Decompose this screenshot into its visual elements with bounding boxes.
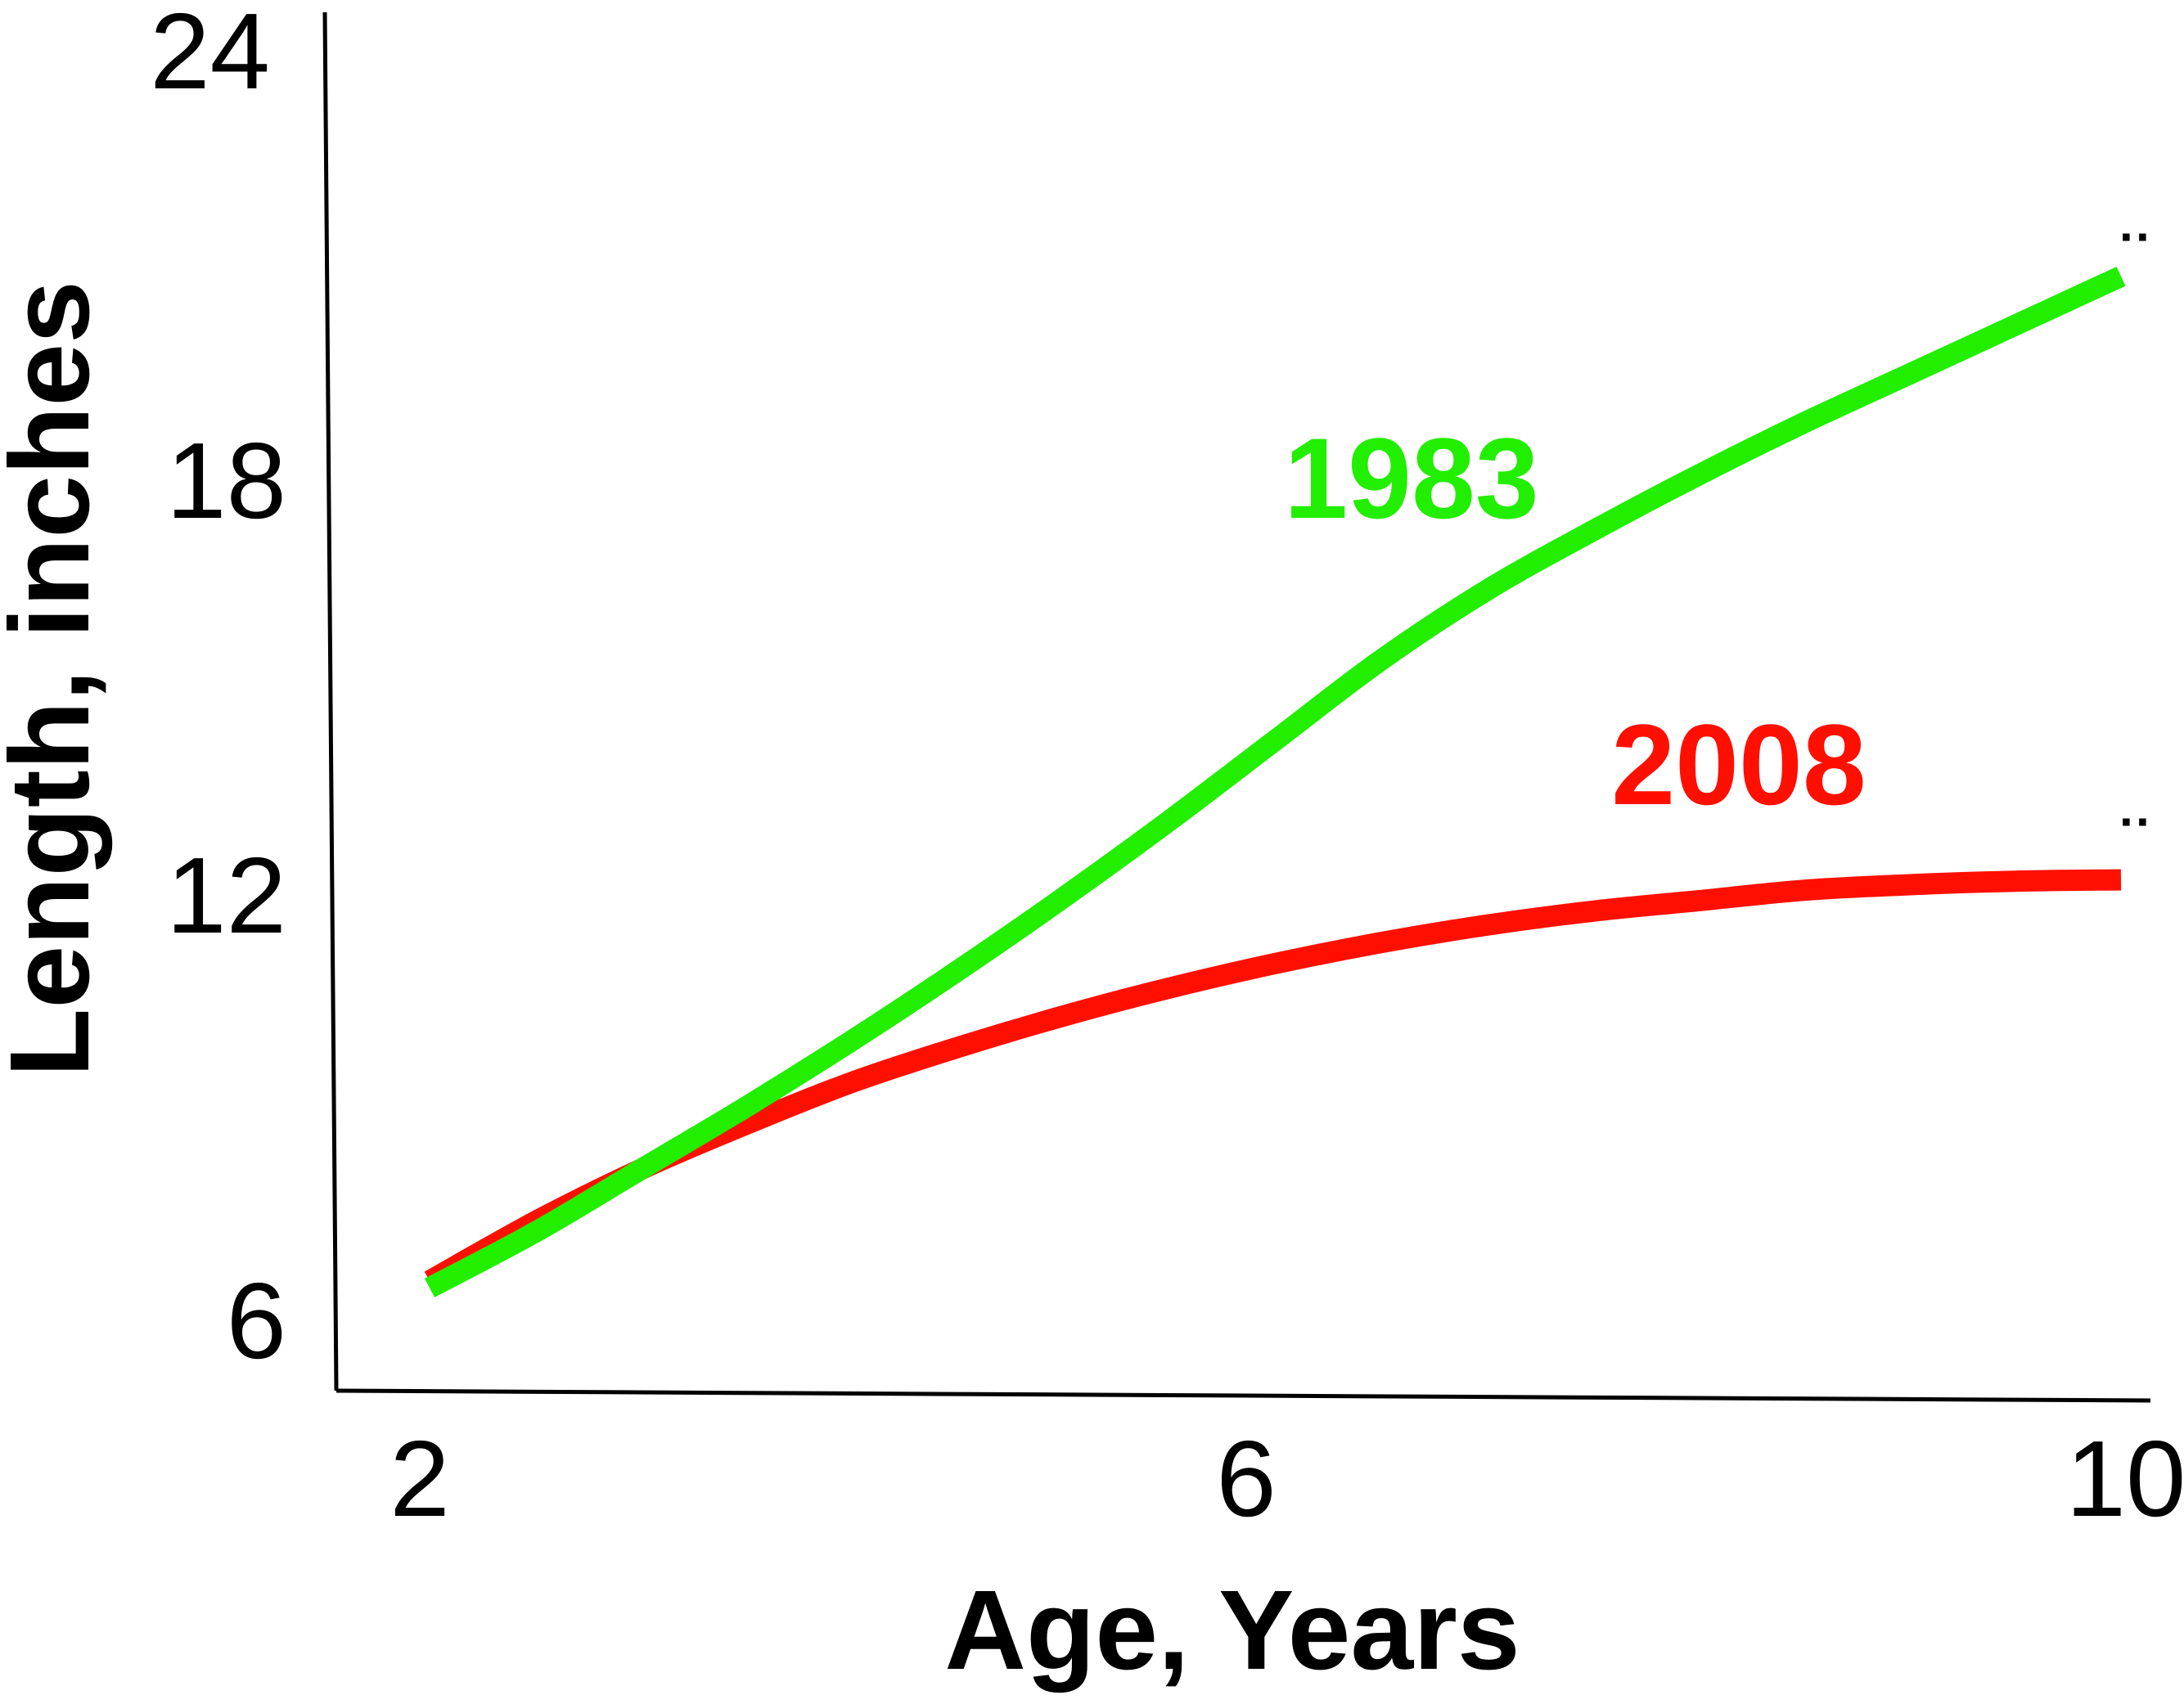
series-line-1983 bbox=[424, 267, 2126, 1297]
x-axis-line bbox=[335, 1388, 2151, 1403]
y-tick-label-12: 12 bbox=[166, 835, 286, 955]
end-mark-1983: ·· bbox=[2119, 209, 2152, 264]
series-label-2008: 2008 bbox=[1611, 700, 1866, 829]
y-tick-label-24: 24 bbox=[150, 0, 270, 111]
y-tick-label-6: 6 bbox=[227, 1261, 286, 1381]
y-axis-title: Length, inches bbox=[0, 281, 113, 1077]
series-line-2008 bbox=[424, 869, 2122, 1291]
x-tick-label-6: 6 bbox=[1216, 1419, 1276, 1539]
y-tick-label-18: 18 bbox=[166, 420, 286, 541]
series-label-1983: 1983 bbox=[1284, 414, 1538, 542]
x-axis-title: Age, Years bbox=[944, 1567, 1520, 1693]
x-tick-label-10: 10 bbox=[2066, 1419, 2184, 1539]
end-mark-2008: ·· bbox=[2119, 794, 2152, 849]
y-axis-line bbox=[322, 11, 339, 1392]
x-tick-label-2: 2 bbox=[390, 1419, 449, 1539]
